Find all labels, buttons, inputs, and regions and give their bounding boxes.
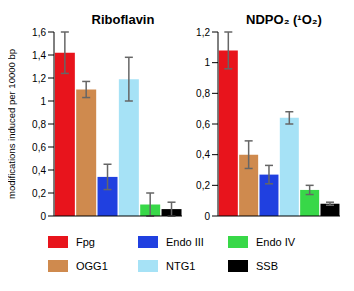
html-text:Endo III: Endo III: [166, 236, 204, 248]
svg-text:0: 0: [40, 211, 46, 220]
svg-text:1: 1: [40, 96, 46, 107]
html-text:SSB: SSB: [256, 260, 278, 272]
svg-text:0: 0: [204, 211, 210, 220]
svg-text:1,6: 1,6: [32, 27, 46, 38]
svg-text:0,8: 0,8: [32, 119, 46, 130]
html-text:OGG1: OGG1: [76, 260, 108, 272]
html-text:Fpg: Fpg: [76, 236, 95, 248]
svg-text:1: 1: [204, 57, 210, 68]
svg-text:0,2: 0,2: [196, 180, 210, 191]
svg-text:1,2: 1,2: [196, 27, 210, 38]
html-text:Riboflavin: Riboflavin: [91, 12, 155, 27]
svg-text:modifications induced per 1000: modifications induced per 10000 bp: [8, 49, 17, 199]
svg-text:0,2: 0,2: [32, 188, 46, 199]
svg-text:0,4: 0,4: [32, 165, 46, 176]
svg-text:1,2: 1,2: [32, 73, 46, 84]
svg-text:0,6: 0,6: [196, 119, 210, 130]
html-text:NDPO₂ (¹O₂): NDPO₂ (¹O₂): [246, 12, 322, 27]
svg-text:0,8: 0,8: [196, 88, 210, 99]
svg-text:1,4: 1,4: [32, 50, 46, 61]
svg-text:0,4: 0,4: [196, 149, 210, 160]
html-text:Endo IV: Endo IV: [256, 236, 296, 248]
html-text:NTG1: NTG1: [166, 260, 196, 272]
svg-text:0,6: 0,6: [32, 142, 46, 153]
